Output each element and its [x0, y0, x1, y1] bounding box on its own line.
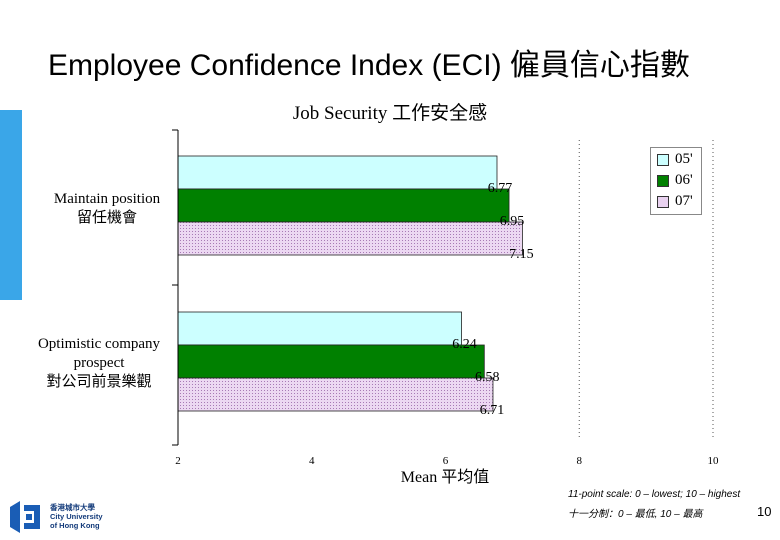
- legend-swatch-06: [657, 175, 669, 187]
- x-axis-label: Mean 平均值: [400, 469, 490, 486]
- x-tick-label: 2: [175, 455, 181, 467]
- legend-label-07: 07': [675, 193, 693, 209]
- x-tick-label: 8: [577, 455, 583, 467]
- legend-label-05: 05': [675, 151, 693, 167]
- bar-value-label: 6.71: [480, 403, 505, 418]
- x-tick-label: 4: [309, 455, 315, 467]
- bar-value-label: 6.58: [475, 370, 500, 385]
- x-tick-label: 6: [443, 455, 449, 467]
- bar-value-label: 6.95: [500, 214, 525, 229]
- page-number: 10: [757, 504, 772, 519]
- bar: [177, 377, 494, 412]
- category-label-line: 對公司前景樂觀: [46, 374, 152, 390]
- university-name: 香港城市大學 City University of Hong Kong: [50, 503, 103, 530]
- x-tick-label: 10: [708, 455, 720, 467]
- legend-swatch-05: [657, 154, 669, 166]
- university-logo-icon: [10, 501, 40, 533]
- university-name-english-1: City University: [50, 512, 103, 521]
- bar: [177, 221, 523, 256]
- scale-note-english: 11-point scale: 0 – lowest; 10 – highest: [568, 489, 741, 500]
- accent-bar: [0, 110, 22, 300]
- legend-item-05: 05': [651, 149, 701, 169]
- legend-swatch-07: [657, 196, 669, 208]
- chart-legend: 05' 06' 07': [650, 147, 702, 215]
- bar: [177, 188, 510, 223]
- scale-note-chinese: 十一分制：0 – 最低, 10 – 最高: [568, 509, 703, 520]
- bar: [177, 155, 498, 190]
- bar-value-label: 6.77: [488, 181, 513, 196]
- bar-value-label: 6.24: [452, 337, 477, 352]
- university-name-english-2: of Hong Kong: [50, 521, 100, 530]
- legend-item-06: 06': [651, 170, 701, 190]
- slide-title: Employee Confidence Index (ECI) 僱員信心指數: [48, 49, 690, 82]
- legend-label-06: 06': [675, 172, 693, 188]
- bar: [177, 344, 485, 379]
- bar-value-label: 7.15: [509, 247, 534, 262]
- category-label-line: Optimistic company: [37, 336, 161, 352]
- chart-title: Job Security 工作安全感: [292, 103, 488, 124]
- category-label-line: Maintain position: [53, 191, 161, 207]
- category-label-line: prospect: [73, 355, 125, 371]
- legend-item-07: 07': [651, 191, 701, 211]
- university-name-chinese: 香港城市大學: [50, 503, 95, 512]
- bar: [177, 311, 462, 346]
- category-label-line: 留任機會: [76, 210, 137, 226]
- category-label-maintain-position: Maintain position 留任機會: [22, 190, 192, 228]
- category-label-optimistic-prospect: Optimistic company prospect 對公司前景樂觀: [14, 335, 184, 392]
